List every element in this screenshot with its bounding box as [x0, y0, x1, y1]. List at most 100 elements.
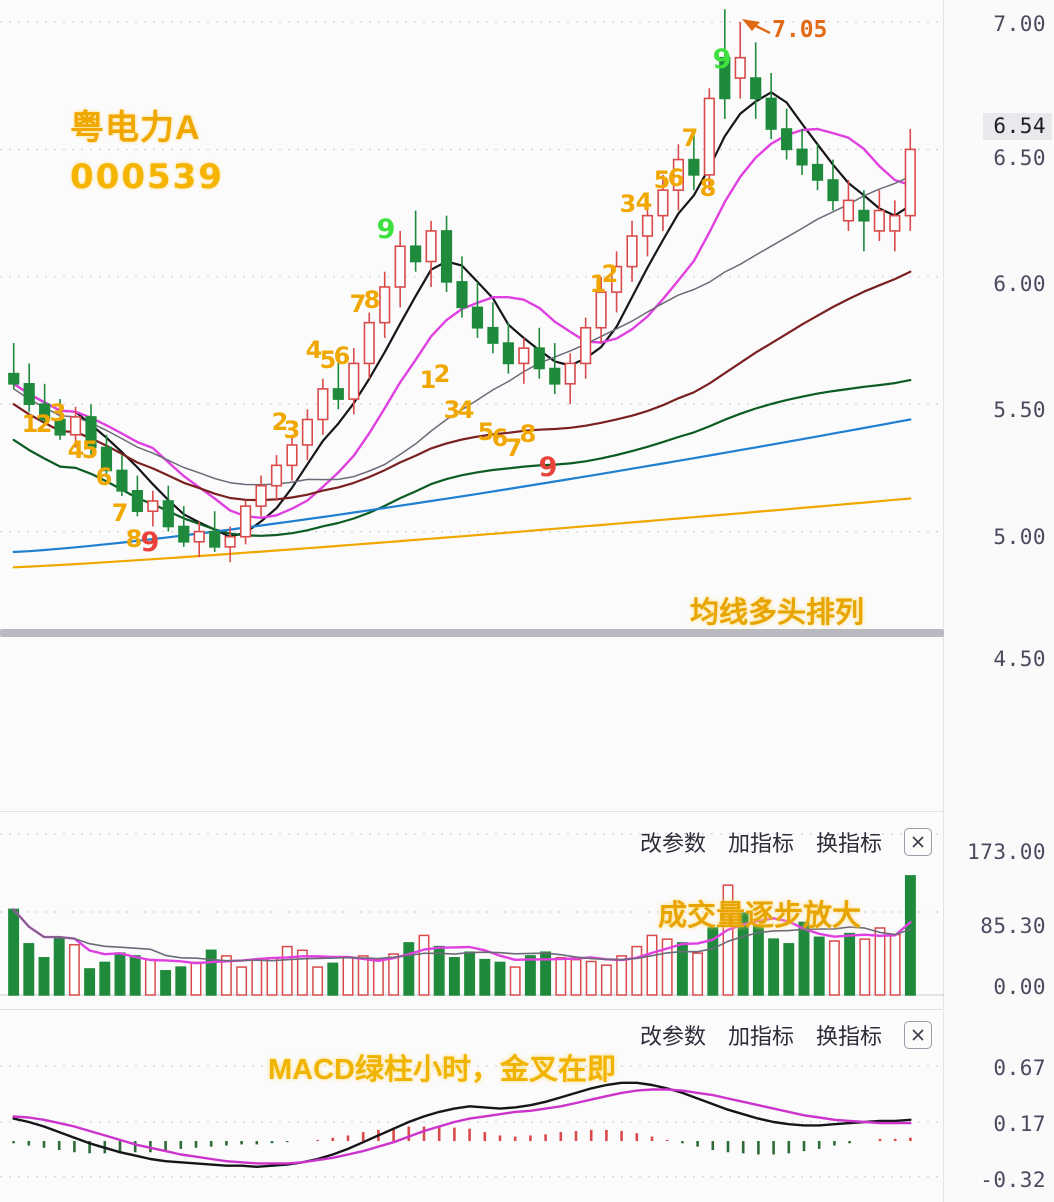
- volume-bar: [540, 951, 552, 996]
- volume-bar: [555, 957, 567, 996]
- candle-body: [765, 97, 777, 130]
- candle-body: [440, 230, 453, 283]
- td-count-label: 2: [434, 360, 451, 388]
- macd-tick-067: 0.67: [993, 1056, 1046, 1080]
- macd-indicator-toolbar[interactable]: 改参数 加指标 换指标: [640, 1019, 933, 1051]
- macd-close-panel-button[interactable]: [904, 1021, 933, 1049]
- volume-bar: [692, 952, 704, 996]
- candle-body: [394, 245, 406, 288]
- ma-long-blue-line: [12, 418, 912, 554]
- volume-bar: [388, 953, 400, 996]
- volume-tick-0: 0.00: [993, 975, 1046, 999]
- volume-bar: [220, 955, 232, 996]
- current-price-label: 6.54: [983, 113, 1052, 140]
- candle-body: [688, 158, 700, 176]
- volume-bar: [342, 957, 354, 996]
- macd-change-params-button[interactable]: 改参数: [640, 1024, 707, 1049]
- price-axis: 7.00 6.54 6.50 6.00 5.50 5.00 4.50: [944, 0, 1054, 812]
- volume-bar: [509, 966, 521, 996]
- price-tick-7-00: 7.00: [993, 12, 1046, 36]
- arrow-head-icon: [742, 19, 760, 31]
- candle-body: [487, 326, 499, 344]
- volume-bar: [23, 943, 35, 996]
- volume-bar: [585, 960, 597, 996]
- candle-body: [131, 490, 143, 513]
- macd-chart-panel[interactable]: [0, 1011, 944, 1202]
- volume-bar: [205, 949, 217, 996]
- volume-axis: 173.00 85.30 0.00: [944, 812, 1054, 1010]
- candle-body: [410, 245, 422, 263]
- volume-bar: [99, 961, 111, 996]
- volume-bar: [631, 945, 643, 996]
- td-count-label: 1: [22, 410, 39, 438]
- volume-chart-panel[interactable]: [0, 812, 944, 1010]
- volume-add-indicator-button[interactable]: 加指标: [728, 831, 795, 856]
- candle-body: [873, 209, 885, 232]
- macd-tick-neg032: -0.32: [980, 1168, 1046, 1192]
- volume-bar: [616, 955, 628, 996]
- td-count-label: 5: [82, 436, 99, 464]
- candle-body: [564, 362, 576, 385]
- td-count-group-4: 12 3 456 78 9: [590, 44, 732, 298]
- volume-switch-indicator-button[interactable]: 换指标: [816, 831, 883, 856]
- volume-bar: [327, 962, 339, 996]
- td-count-label: 1: [420, 366, 437, 394]
- td-count-label: 5: [320, 346, 337, 374]
- volume-bar: [84, 968, 96, 996]
- volume-change-params-button[interactable]: 改参数: [640, 831, 707, 856]
- volume-bar: [828, 940, 840, 996]
- volume-indicator-toolbar[interactable]: 改参数 加指标 换指标: [640, 826, 933, 858]
- td-count-label: 6: [668, 164, 685, 192]
- volume-bar: [296, 949, 308, 996]
- td-count-label: 8: [520, 420, 537, 448]
- candle-body: [827, 179, 839, 202]
- volume-bar: [479, 958, 491, 996]
- horizontal-scrollbar[interactable]: [0, 629, 944, 637]
- candle-body: [23, 383, 35, 406]
- macd-chart-canvas[interactable]: [0, 1011, 944, 1202]
- close-icon: [912, 1029, 924, 1041]
- volume-bar: [8, 908, 20, 996]
- candle-body: [518, 347, 530, 365]
- ma20-line: [12, 175, 912, 486]
- td-count-label: 6: [334, 342, 351, 370]
- volume-bar: [281, 945, 293, 996]
- volume-bar: [38, 957, 50, 996]
- candle-body: [719, 56, 731, 100]
- candle-body: [533, 347, 545, 370]
- candle-body: [657, 189, 669, 217]
- td-count-label: 7: [682, 124, 699, 152]
- volume-bar: [236, 966, 248, 996]
- candle-body: [626, 235, 638, 268]
- td-count-label: 8: [126, 525, 143, 553]
- td-count-label: 2: [272, 408, 289, 436]
- td-count-label: 9: [141, 527, 160, 558]
- price-tick-6-00: 6.00: [993, 272, 1046, 296]
- volume-bar: [114, 952, 126, 996]
- candle-body: [471, 306, 484, 329]
- volume-bar: [661, 938, 673, 996]
- candle-body: [116, 469, 128, 492]
- macd-add-indicator-button[interactable]: 加指标: [728, 1024, 795, 1049]
- macd-switch-indicator-button[interactable]: 换指标: [816, 1024, 883, 1049]
- candle-body: [100, 446, 113, 472]
- candle-body: [286, 444, 298, 467]
- volume-bar: [251, 958, 263, 996]
- td-count-label: 2: [36, 410, 53, 438]
- volume-tick-85: 85.30: [980, 914, 1046, 938]
- volume-bar: [904, 875, 916, 996]
- candle-body: [8, 372, 20, 385]
- volume-bar: [160, 970, 172, 996]
- candle-body: [348, 362, 360, 400]
- volume-close-panel-button[interactable]: [904, 828, 933, 856]
- volume-chart-canvas[interactable]: [0, 812, 944, 1010]
- volume-bar: [889, 933, 901, 996]
- candle-body: [703, 97, 715, 176]
- candle-body: [904, 148, 916, 217]
- volume-bar: [798, 921, 810, 996]
- volume-bar: [844, 932, 856, 996]
